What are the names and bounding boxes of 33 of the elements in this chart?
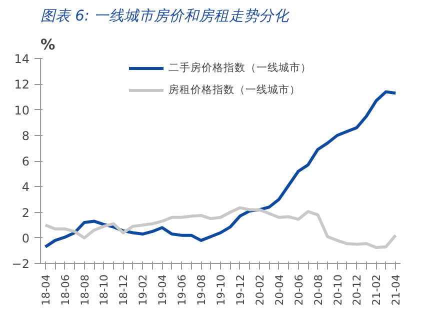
y-tick-label: 8	[22, 128, 30, 143]
x-tick-label: 21-04	[390, 274, 403, 306]
y-tick-label: 10	[14, 103, 30, 118]
x-tick-label: 19-10	[214, 274, 228, 306]
line-series	[44, 206, 398, 249]
x-tick-label: 19-08	[195, 274, 208, 306]
legend-label: 二手房价格指数（一线城市）	[168, 61, 312, 75]
chart-title: 图表 6: 一线城市房价和房租走势分化	[40, 8, 290, 24]
x-tick-label: 20-10	[331, 274, 344, 306]
x-tick-label: 19-06	[176, 274, 189, 306]
y-axis-title: %	[40, 36, 56, 54]
x-tick-label: 20-08	[312, 274, 325, 306]
x-tick-label: 20-06	[292, 274, 306, 306]
y-tick-label: −2	[12, 257, 30, 271]
x-tick-label: 18-04	[39, 274, 52, 306]
y-tick-label: 0	[22, 231, 30, 246]
y-tick-label: 4	[22, 180, 30, 194]
x-tick-label: 21-02	[370, 274, 384, 306]
legend-label: 房租价格指数（一线城市）	[168, 83, 300, 97]
x-tick-label: 19-04	[156, 274, 170, 306]
x-tick-label: 18-10	[98, 274, 111, 306]
x-tick-label: 19-12	[234, 274, 247, 306]
y-tick-label: 6	[22, 154, 30, 168]
x-tick-label: 18-12	[117, 274, 130, 306]
y-tick-label: 14	[14, 52, 30, 66]
y-tick-label: 12	[14, 78, 30, 92]
x-tick-label: 20-04	[272, 274, 286, 306]
x-tick-label: 18-08	[78, 274, 92, 306]
x-tick-label: 19-02	[136, 274, 150, 306]
y-tick-label: 2	[22, 206, 30, 220]
x-tick-label: 20-02	[253, 274, 266, 306]
x-tick-label: 20-12	[350, 274, 364, 306]
x-tick-label: 18-06	[58, 274, 72, 306]
